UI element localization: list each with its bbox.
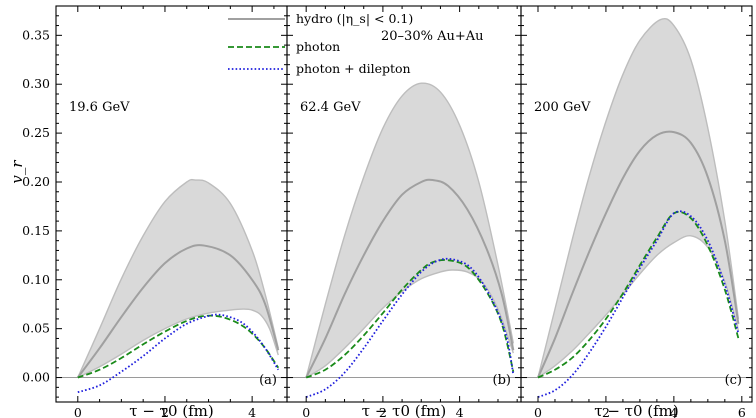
panel-energy-label: 19.6 GeV	[69, 100, 130, 115]
panels: 0 2 4 0.00 0.05 0.10 0.15 0.20 0.25 0.30 0.35 τ − τ…	[22, 5, 753, 418]
photon-dilepton-line	[77, 313, 280, 394]
x-axis-label: τ − τ0 (fm)	[594, 402, 679, 418]
x-tick-label: 2	[161, 405, 169, 418]
hydro-band-upper-edge	[537, 17, 740, 378]
legend: hydro (|η_s| < 0.1) photon photon + dile…	[228, 11, 413, 76]
y-tick-label: 0.20	[22, 174, 50, 189]
y-axis-label: v_r	[8, 160, 26, 184]
photon-line	[77, 314, 280, 379]
panel-a: 0 2 4 0.00 0.05 0.10 0.15 0.20 0.25 0.30 0.35 τ − τ…	[22, 5, 288, 418]
x-tick-label: 0	[302, 405, 310, 418]
x-tick-label: 0	[74, 405, 82, 418]
legend-label-photon-dilepton: photon + dilepton	[296, 61, 411, 76]
x-tick-label: 2	[602, 405, 610, 418]
panel-tag: (b)	[493, 373, 511, 388]
panel-tag: (c)	[725, 373, 742, 388]
hydro-band-lower-edge	[77, 308, 279, 379]
hydro-band	[306, 83, 514, 378]
x-tick-label: 0	[534, 405, 542, 418]
panel-plot-area	[56, 178, 287, 394]
y-tick-label: 0.30	[22, 76, 50, 91]
panel-tag: (a)	[259, 373, 277, 388]
photon-dilepton-line	[537, 210, 740, 398]
panel-frame	[520, 5, 753, 403]
panel-energy-label: 200 GeV	[534, 100, 591, 115]
hydro-band	[77, 179, 279, 378]
hydro-band-upper-edge	[77, 178, 279, 378]
hydro-line	[305, 178, 515, 379]
panel-plot-area	[287, 82, 521, 398]
hydro-band-upper-edge	[305, 82, 515, 378]
legend-label-hydro: hydro (|η_s| < 0.1)	[296, 11, 413, 26]
y-tick-label: 0.15	[22, 223, 50, 238]
y-tick-label: 0.25	[22, 125, 50, 140]
y-tick-label: 0.35	[22, 27, 50, 42]
centrality-annotation: 20–30% Au+Au	[381, 29, 483, 44]
y-tick-label: 0.05	[22, 321, 50, 336]
x-tick-label: 4	[456, 405, 464, 418]
legend-label-photon: photon	[296, 39, 340, 54]
panel-plot-area	[521, 17, 752, 398]
x-tick-label: 4	[670, 405, 678, 418]
panel-energy-label: 62.4 GeV	[300, 100, 361, 115]
x-axis-label: τ − τ0 (fm)	[129, 402, 214, 418]
x-tick-label: 4	[248, 405, 256, 418]
y-tick-label: 0.00	[22, 370, 50, 385]
hydro-band	[537, 18, 739, 378]
photon-line	[537, 211, 740, 379]
hydro-line	[76, 244, 280, 379]
panel-c: 0 2 4 6 τ − τ0 (fm) 200 GeV (c)	[520, 5, 753, 418]
x-tick-label: 6	[738, 405, 746, 418]
y-tick-label: 0.10	[22, 272, 50, 287]
x-tick-label: 2	[379, 405, 387, 418]
hydro-line	[537, 130, 740, 378]
x-axis-label: τ − τ0 (fm)	[362, 402, 447, 418]
photon-dilepton-line	[305, 257, 515, 398]
